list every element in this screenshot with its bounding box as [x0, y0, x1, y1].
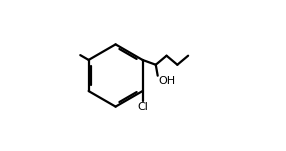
Text: Cl: Cl — [137, 102, 148, 112]
Text: OH: OH — [158, 76, 176, 86]
